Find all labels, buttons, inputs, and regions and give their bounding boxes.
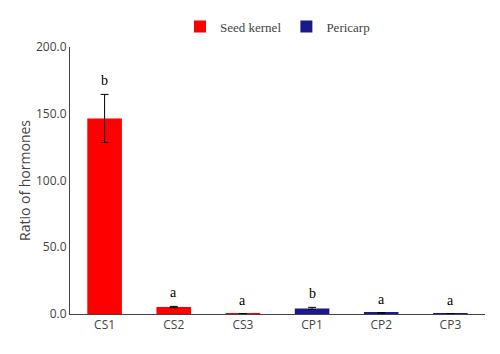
svg-text:200.0: 200.0	[36, 38, 67, 55]
svg-text:CS1: CS1	[94, 316, 115, 333]
svg-text:CS3: CS3	[232, 316, 253, 333]
svg-text:CP2: CP2	[370, 316, 392, 333]
svg-text:100.0: 100.0	[36, 172, 67, 189]
svg-text:Ratio of hormones: Ratio of hormones	[15, 120, 34, 241]
svg-text:Seed kernel: Seed kernel	[220, 20, 281, 35]
svg-text:50.0: 50.0	[43, 238, 67, 255]
svg-text:a: a	[378, 292, 385, 307]
svg-text:a: a	[170, 285, 177, 300]
svg-text:Pericarp: Pericarp	[326, 20, 369, 35]
svg-text:b: b	[101, 73, 108, 88]
svg-text:CS2: CS2	[163, 316, 184, 333]
svg-text:a: a	[447, 293, 454, 308]
svg-text:b: b	[309, 286, 316, 301]
svg-text:a: a	[239, 293, 246, 308]
svg-text:150.0: 150.0	[36, 105, 67, 122]
svg-text:0.0: 0.0	[50, 305, 67, 322]
svg-text:CP3: CP3	[440, 316, 462, 333]
svg-text:CP1: CP1	[301, 316, 323, 333]
